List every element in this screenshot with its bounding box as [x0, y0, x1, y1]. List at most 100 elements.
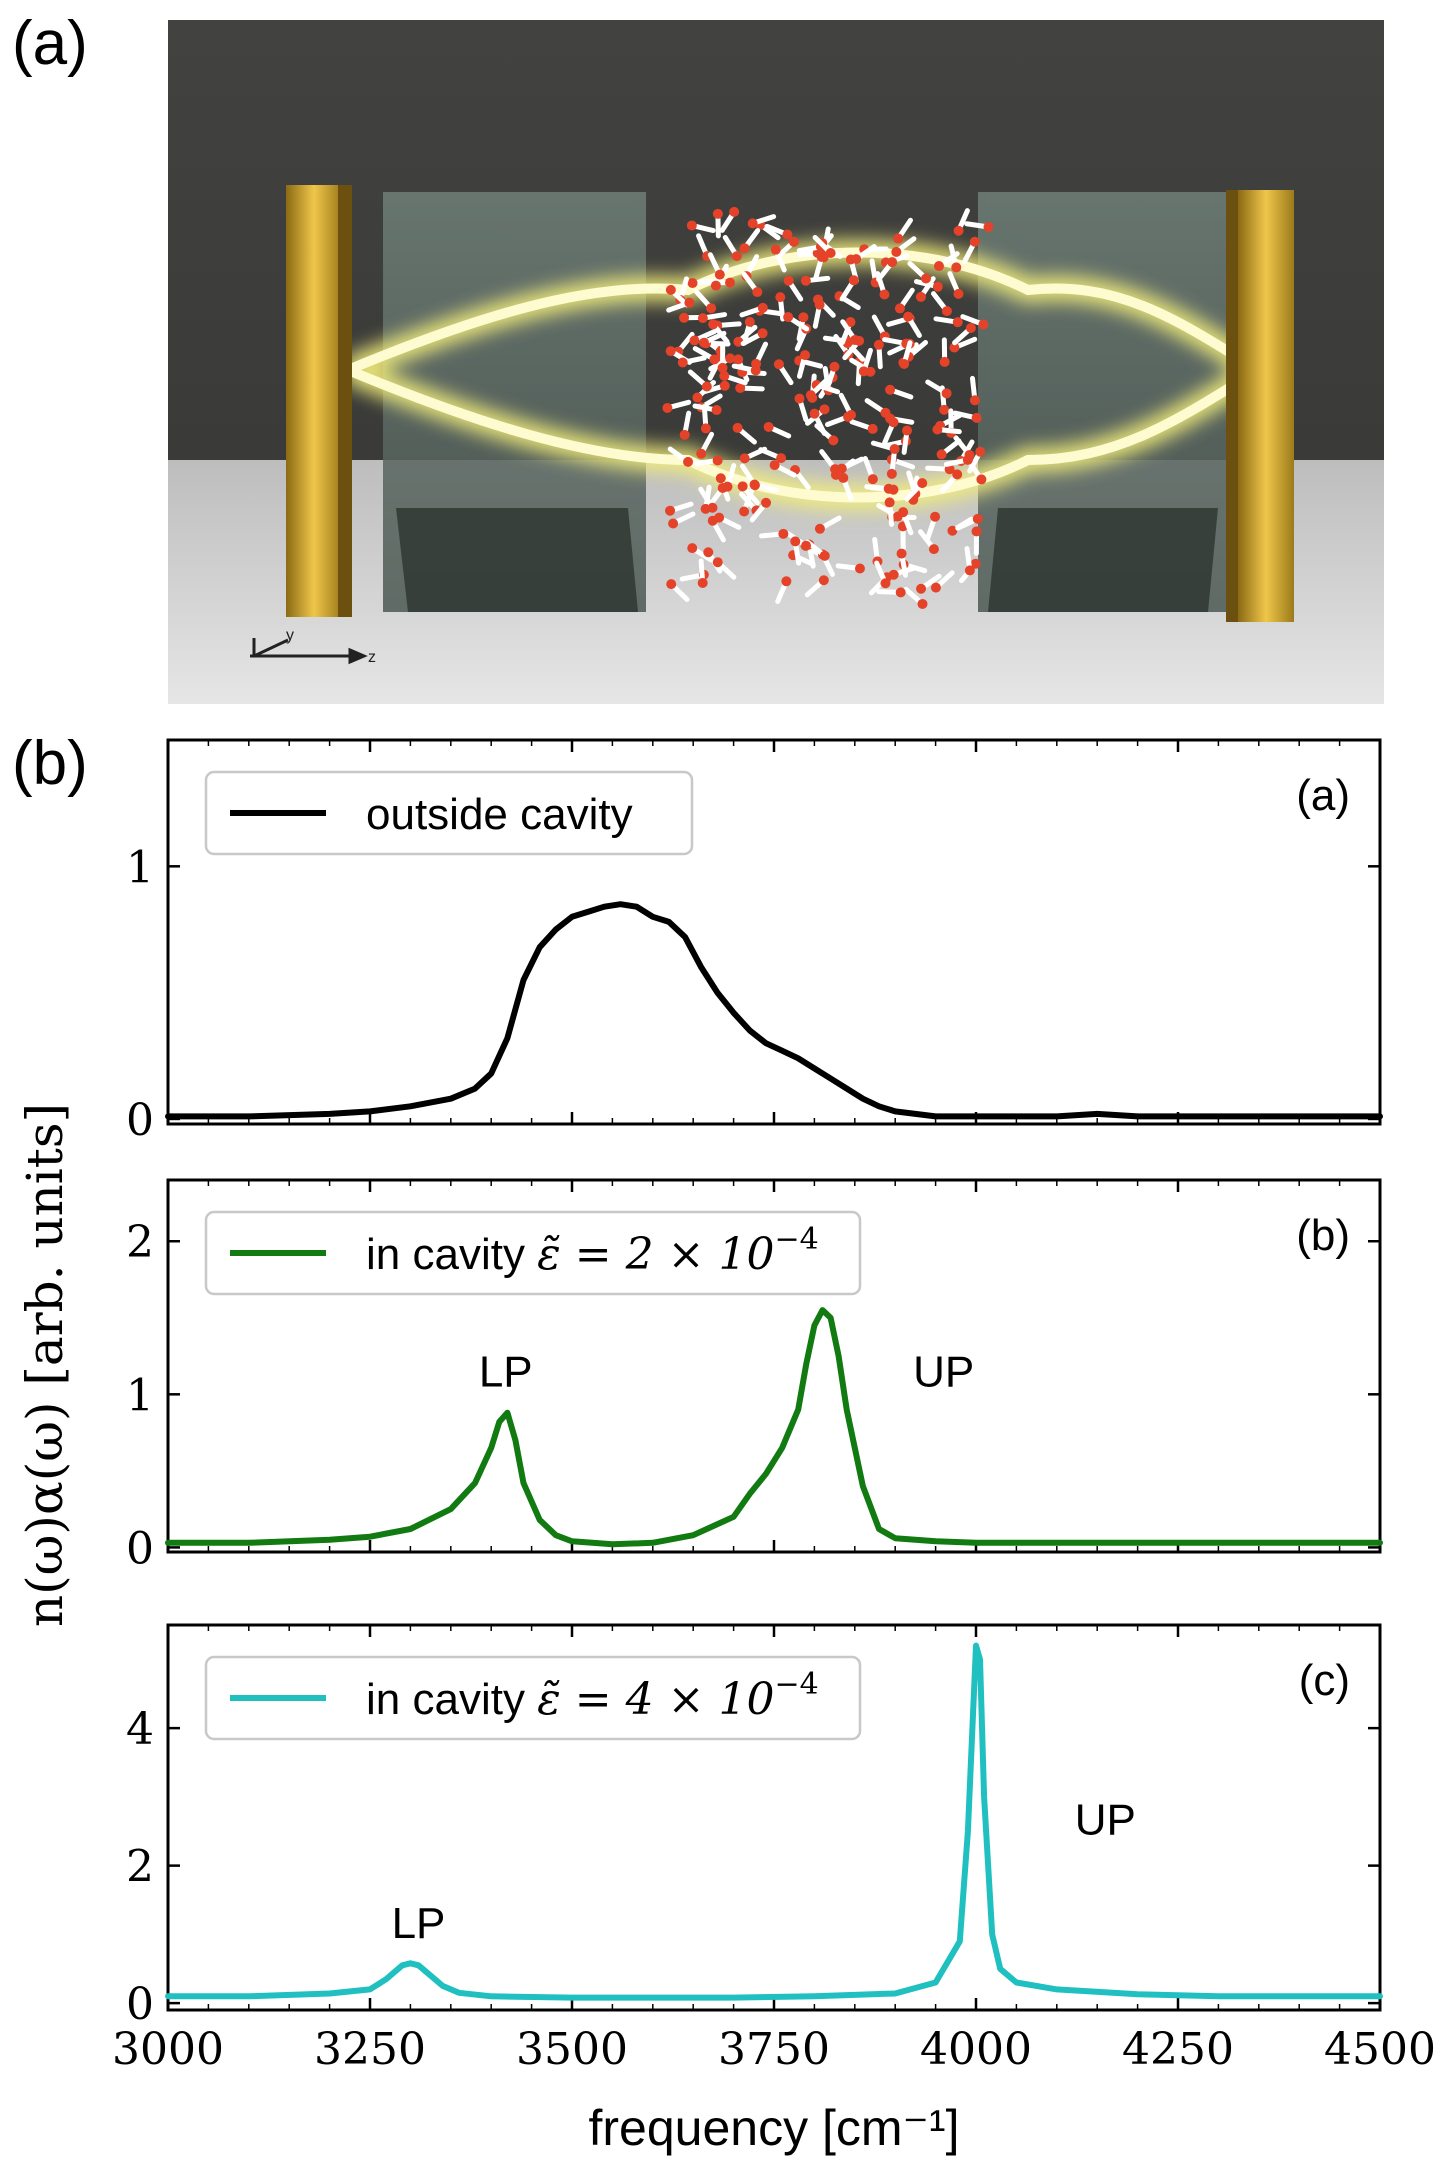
peak-annotation: UP	[1075, 1796, 1136, 1845]
mirror-left	[286, 185, 352, 617]
water-molecule-oxygen	[707, 515, 718, 526]
water-molecule-oxygen	[712, 455, 723, 466]
water-molecule-oxygen	[798, 312, 809, 323]
water-molecule-oxygen	[773, 359, 784, 370]
water-molecule-oxygen	[739, 453, 750, 464]
coordinate-axes-icon	[250, 638, 368, 665]
water-molecule-oxygen	[687, 543, 698, 554]
water-molecule-oxygen	[752, 287, 763, 298]
water-molecule-oxygen	[697, 313, 708, 324]
water-molecule-oxygen	[724, 277, 735, 288]
series-line	[165, 1307, 1383, 1548]
water-molecule-oxygen	[731, 251, 742, 262]
water-molecule-oxygen	[886, 468, 897, 479]
water-molecule-oxygen	[932, 424, 943, 435]
cavity-scene-illustration: y z	[168, 20, 1384, 704]
water-molecule-oxygen	[700, 423, 711, 434]
y-tick-label: 1	[126, 1370, 154, 1421]
water-molecule-oxygen	[825, 248, 836, 259]
water-molecule-oxygen	[947, 525, 958, 536]
water-molecule-oxygen	[970, 558, 981, 569]
water-molecule-oxygen	[879, 289, 890, 300]
water-molecule-oxygen	[971, 526, 982, 537]
water-molecule-oxygen	[858, 366, 869, 377]
water-molecule-oxygen	[951, 262, 962, 273]
water-molecule-oxygen	[964, 565, 975, 576]
light-beam	[343, 239, 1265, 511]
water-molecule-oxygen	[665, 346, 676, 357]
legend-box	[204, 1655, 862, 1741]
water-molecule-oxygen	[828, 435, 839, 446]
water-molecule-oxygen	[953, 225, 964, 236]
water-molecule-oxygen	[848, 275, 859, 286]
water-molecule-oxygen	[887, 257, 898, 268]
x-tick-label: 4000	[920, 2024, 1032, 2075]
water-molecule-oxygen	[701, 381, 712, 392]
water-molecule-oxygen	[775, 292, 786, 303]
x-tick-label: 3750	[718, 2024, 830, 2075]
water-molecule-oxygen	[932, 281, 943, 292]
axis-label-z: z	[368, 649, 376, 666]
water-molecule-oxygen	[719, 380, 730, 391]
water-molecule-oxygen	[902, 425, 913, 436]
x-tick-label: 3500	[516, 2024, 628, 2075]
water-molecule-oxygen	[976, 474, 987, 485]
water-molecule-oxygen	[952, 469, 963, 480]
water-molecule-oxygen	[805, 390, 816, 401]
water-molecule-oxygen	[700, 503, 711, 514]
water-molecule-oxygen	[983, 221, 994, 232]
water-molecule-oxygen	[697, 577, 708, 588]
water-molecule-oxygen	[893, 233, 904, 244]
water-molecule-oxygen	[898, 507, 909, 518]
water-molecule-oxygen	[733, 354, 744, 365]
subplot-tag: (c)	[1299, 1656, 1350, 1705]
water-molecule-oxygen	[665, 505, 676, 516]
water-molecule-oxygen	[781, 576, 792, 587]
water-molecule-oxygen	[722, 481, 733, 492]
water-molecule-oxygen	[975, 446, 986, 457]
water-molecule-oxygen	[739, 243, 750, 254]
water-molecule-oxygen	[889, 444, 900, 455]
legend-box	[204, 770, 694, 856]
water-molecule-oxygen	[684, 297, 695, 308]
subplot-0: 0 1 outside cavity (a)	[126, 738, 1383, 1146]
water-molecule-oxygen	[969, 236, 980, 247]
water-molecule-oxygen	[915, 291, 926, 302]
water-molecule-oxygen	[710, 280, 721, 291]
water-molecule-oxygen	[696, 448, 707, 459]
water-molecule-oxygen	[930, 582, 941, 593]
water-molecule-oxygen	[809, 408, 820, 419]
water-molecule-oxygen	[662, 402, 673, 413]
water-molecule-oxygen	[854, 563, 865, 574]
water-molecule-oxygen	[763, 421, 774, 432]
water-molecule-oxygen	[939, 356, 950, 367]
water-molecule-oxygen	[706, 303, 717, 314]
water-molecule-oxygen	[949, 342, 960, 353]
water-molecule-oxygen	[699, 337, 710, 348]
peak-annotation: UP	[913, 1348, 974, 1397]
water-molecule-oxygen	[972, 513, 983, 524]
water-molecule-oxygen	[677, 357, 688, 368]
y-tick-label: 4	[126, 1704, 154, 1755]
series-line	[165, 901, 1383, 1120]
water-molecule-oxygen	[917, 478, 928, 489]
water-molecule-oxygen	[896, 548, 907, 559]
y-tick-label: 2	[126, 1842, 154, 1893]
water-molecule-oxygen	[800, 350, 811, 361]
legend-box	[204, 1210, 862, 1296]
water-molecule-oxygen	[708, 319, 719, 330]
water-molecule-oxygen	[679, 312, 690, 323]
water-molecule-oxygen	[703, 547, 714, 558]
water-molecule-oxygen	[818, 575, 829, 586]
series-line	[165, 1642, 1383, 2001]
figure-label-a: (a)	[12, 9, 88, 78]
water-molecule-oxygen	[838, 472, 849, 483]
water-molecule-oxygen	[880, 407, 891, 418]
subplot-tag: (b)	[1296, 1211, 1350, 1260]
subplot-1: 0 1 2 in cavity ε̃ = 2 × 10−4 (b) LP UP	[126, 1178, 1383, 1574]
water-molecule-oxygen	[819, 550, 830, 561]
water-molecule-oxygen	[969, 395, 980, 406]
y-tick-label: 2	[126, 1217, 154, 1268]
water-molecule-oxygen	[930, 511, 941, 522]
y-tick-label: 0	[126, 1523, 154, 1574]
